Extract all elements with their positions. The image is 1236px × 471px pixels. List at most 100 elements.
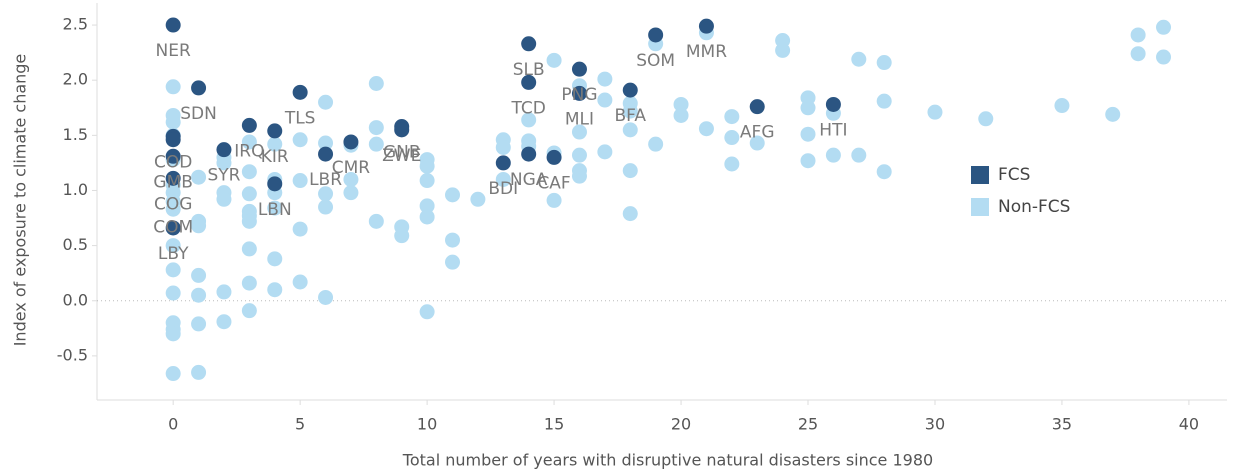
point <box>292 84 308 100</box>
point <box>571 168 587 184</box>
x-axis-title: Total number of years with disruptive na… <box>402 451 933 470</box>
point <box>241 186 257 202</box>
x-tick-label: 5 <box>295 415 305 434</box>
point <box>216 142 232 158</box>
point <box>191 316 207 332</box>
point <box>851 51 867 67</box>
point <box>1130 46 1146 62</box>
point <box>825 96 841 112</box>
point <box>267 251 283 267</box>
point-label: BFA <box>615 106 647 126</box>
point <box>165 132 181 148</box>
point-label: SOM <box>636 51 675 71</box>
y-tick-label: 0.5 <box>63 235 88 254</box>
point <box>318 289 334 305</box>
point <box>724 130 740 146</box>
point <box>267 282 283 298</box>
point-label: NGA <box>510 170 548 190</box>
y-tick-label: 1.0 <box>63 180 88 199</box>
point-label: ZWE <box>382 146 421 166</box>
x-tick-label: 40 <box>1179 415 1199 434</box>
point-label: CAF <box>537 173 570 193</box>
point <box>419 198 435 214</box>
point <box>622 206 638 222</box>
point-label: NER <box>156 41 191 61</box>
point <box>1130 27 1146 43</box>
point-label: IRQ <box>234 141 264 161</box>
point <box>191 267 207 283</box>
point <box>368 120 384 136</box>
point-label: MMR <box>686 42 727 62</box>
point <box>571 124 587 140</box>
point <box>445 254 461 270</box>
point-label: GNB <box>383 143 421 163</box>
point <box>775 42 791 58</box>
x-tick-label: 30 <box>925 415 945 434</box>
point <box>165 285 181 301</box>
point <box>292 221 308 237</box>
point <box>800 126 816 142</box>
point <box>698 121 714 137</box>
point <box>800 100 816 116</box>
legend-label: FCS <box>998 165 1030 185</box>
point <box>876 55 892 71</box>
point <box>521 112 537 128</box>
point <box>191 218 207 234</box>
point-label: HTI <box>819 120 847 140</box>
point <box>394 228 410 244</box>
point <box>419 158 435 174</box>
point <box>216 155 232 171</box>
point <box>165 201 181 217</box>
point <box>571 147 587 163</box>
legend-label: Non-FCS <box>998 197 1070 217</box>
point <box>318 94 334 110</box>
point-label: TCD <box>511 98 546 118</box>
point-label: COM <box>153 218 193 238</box>
point-label: SLB <box>513 60 545 80</box>
y-tick-label: 2.5 <box>63 15 88 34</box>
point <box>1156 19 1172 35</box>
point <box>191 287 207 303</box>
point <box>825 147 841 163</box>
point <box>241 164 257 180</box>
point <box>191 169 207 185</box>
y-tick-label: 0.0 <box>63 290 88 309</box>
x-tick-label: 10 <box>417 415 437 434</box>
point-label: COG <box>154 194 192 214</box>
point <box>800 153 816 169</box>
point <box>216 314 232 330</box>
point-label: PNG <box>561 85 597 105</box>
point <box>241 117 257 133</box>
point <box>343 134 359 150</box>
x-tick-label: 20 <box>671 415 691 434</box>
y-axis-title: Index of exposure to climate change <box>11 54 30 347</box>
point-label: CMR <box>332 158 371 178</box>
point <box>622 163 638 179</box>
point <box>546 192 562 208</box>
point <box>165 79 181 95</box>
x-tick-label: 25 <box>798 415 818 434</box>
point <box>495 155 511 171</box>
point <box>368 136 384 152</box>
point <box>597 144 613 160</box>
point-label: SYR <box>207 166 240 186</box>
point <box>419 173 435 189</box>
point <box>571 61 587 77</box>
point <box>343 185 359 201</box>
point <box>241 241 257 257</box>
x-tick-label: 0 <box>168 415 178 434</box>
point <box>698 18 714 34</box>
point <box>673 96 689 112</box>
x-tick-label: 35 <box>1052 415 1072 434</box>
x-tick-label: 15 <box>544 415 564 434</box>
y-tick-label: 2.0 <box>63 70 88 89</box>
point <box>851 147 867 163</box>
y-tick-label: -0.5 <box>57 345 88 364</box>
point <box>622 103 638 119</box>
point <box>368 213 384 229</box>
point <box>165 262 181 278</box>
point <box>191 80 207 96</box>
point-label: SDN <box>180 104 217 124</box>
point <box>368 76 384 92</box>
point-label: AFG <box>740 123 775 143</box>
